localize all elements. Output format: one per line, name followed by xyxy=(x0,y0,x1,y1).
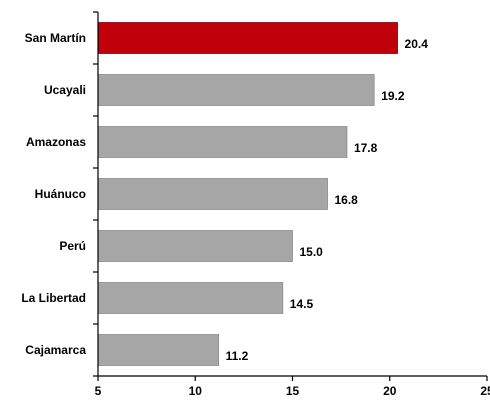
category-label-2: Ucayali xyxy=(44,83,86,97)
value-label-5: 15.0 xyxy=(300,245,324,259)
bar-5 xyxy=(97,230,293,262)
value-label-2: 19.2 xyxy=(381,89,405,103)
bar-6 xyxy=(97,282,284,314)
value-label-1: 20.4 xyxy=(405,37,429,51)
category-label-4: Huánuco xyxy=(35,187,86,201)
category-label-3: Amazonas xyxy=(26,135,86,149)
x-tick-label-2: 10 xyxy=(189,384,203,398)
value-label-4: 16.8 xyxy=(335,193,359,207)
labels-layer: San Martín 20.4 Ucayali 19.2 Amazonas 17.8 Huá… xyxy=(21,31,428,363)
bars-layer xyxy=(97,22,398,366)
x-tick-label-1: 5 xyxy=(95,384,102,398)
category-label-1: San Martín xyxy=(25,31,86,45)
bar-7 xyxy=(97,334,219,366)
axes-layer: 5 10 15 20 25 xyxy=(93,11,490,398)
value-label-3: 17.8 xyxy=(354,141,378,155)
bar-4 xyxy=(97,178,328,210)
category-label-5: Perú xyxy=(59,239,86,253)
category-label-6: La Libertad xyxy=(21,291,86,305)
value-label-7: 11.2 xyxy=(226,349,249,363)
value-label-6: 14.5 xyxy=(290,297,314,311)
bar-2 xyxy=(97,74,375,106)
x-tick-label-4: 20 xyxy=(383,384,397,398)
x-tick-label-3: 15 xyxy=(286,384,300,398)
bar-1 xyxy=(97,22,398,54)
x-tick-label-5: 25 xyxy=(480,384,490,398)
bar-3 xyxy=(97,126,348,158)
category-label-7: Cajamarca xyxy=(25,343,86,357)
